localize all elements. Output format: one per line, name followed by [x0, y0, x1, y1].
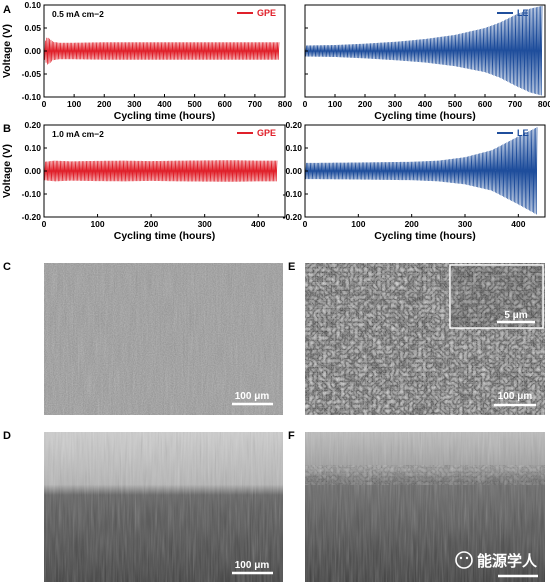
chart-b-right-xtick-label: 200 [405, 219, 419, 229]
chart-a-right-legend-label: LE [517, 8, 529, 18]
chart-a-left-ytick-label: 0.00 [24, 46, 41, 56]
chart-a-left-ytick-label: 0.10 [24, 0, 41, 10]
chart-a-right-xlabel: Cycling time (hours) [374, 110, 476, 122]
chart-b-left-ytick-label: 0.10 [24, 143, 41, 153]
micrograph-f-streaks [305, 432, 545, 582]
chart-a-right-xtick-label: 500 [448, 99, 462, 109]
chart-a-left-xtick-label: 100 [67, 99, 81, 109]
micrograph-c-scale-label: 100 μm [235, 391, 270, 402]
chart-b-le: 0 100 200 300 400 -0.20 -0.10 0.00 0.10 0.20 Cycli… [283, 120, 546, 242]
chart-b-left-ytick-label: 0.20 [24, 120, 41, 130]
chart-b-left-xtick-label: 300 [198, 219, 212, 229]
chart-b-right-xtick-label: 100 [351, 219, 365, 229]
chart-b-right-xtick-label: 300 [458, 219, 472, 229]
chart-a-left-xtick-label: 600 [218, 99, 232, 109]
chart-b-right-xlabel: Cycling time (hours) [374, 230, 476, 242]
micrograph-f-interface [305, 465, 545, 485]
chart-a-left-xtick-label: 800 [278, 99, 292, 109]
chart-b-left-xtick-label: 400 [251, 219, 265, 229]
chart-a-right-xtick-label: 400 [418, 99, 432, 109]
chart-b-left-ylabel: Voltage (V) [1, 144, 13, 198]
chart-a-left-xlabel: Cycling time (hours) [114, 110, 216, 122]
micrograph-e-inset-texture [451, 266, 542, 327]
chart-b-left-legend-label: GPE [257, 128, 276, 138]
wechat-icon [455, 551, 473, 569]
micrograph-c-streaks [44, 263, 283, 415]
chart-a-right-series-le [304, 5, 543, 96]
chart-b-left-ytick-label: -0.10 [22, 189, 42, 199]
chart-b-right-ytick-label: -0.20 [283, 212, 303, 222]
chart-b-right-xtick-label: 400 [511, 219, 525, 229]
micrograph-d-streaks [44, 432, 283, 582]
chart-a-gpe: 0 100 200 300 400 500 600 700 800 -0.10 -0.05 0.00 0… [1, 0, 292, 122]
watermark: 能源学人 [455, 551, 538, 570]
chart-a-right-xtick-label: 200 [358, 99, 372, 109]
chart-a-left-ytick-label: -0.05 [22, 69, 42, 79]
chart-a-le: 0 100 200 300 400 500 600 700 800 Cycling time (h… [303, 4, 550, 122]
micrograph-d: 100 μm [44, 432, 283, 582]
chart-a-left-series-gpe [43, 37, 280, 65]
chart-b-left-series-gpe [43, 160, 278, 182]
chart-b-left-xlabel: Cycling time (hours) [114, 230, 216, 242]
micrograph-c: 100 μm [44, 263, 283, 415]
chart-a-right-xtick-label: 700 [508, 99, 522, 109]
chart-a-left-xtick-label: 300 [127, 99, 141, 109]
chart-a-right-xtick-label: 300 [388, 99, 402, 109]
chart-b-right-ytick-label: -0.10 [283, 189, 303, 199]
chart-b-left-xtick-label: 200 [144, 219, 158, 229]
chart-b-left-xtick-label: 0 [42, 219, 47, 229]
micrograph-f: 能源学人 [305, 432, 545, 582]
panel-letter-b: B [3, 123, 11, 135]
chart-b-right-ytick-label: 0.10 [285, 143, 302, 153]
chart-b-right-series-le [304, 127, 538, 215]
chart-a-left-xtick-label: 0 [42, 99, 47, 109]
chart-b-left-ytick-label: 0.00 [24, 166, 41, 176]
chart-a-left-legend-label: GPE [257, 8, 276, 18]
chart-a-left-ytick-label: -0.10 [22, 92, 42, 102]
chart-b-right-legend-label: LE [517, 128, 529, 138]
chart-a-right-xtick-label: 100 [328, 99, 342, 109]
panel-letter-d: D [3, 430, 11, 442]
micrograph-e-inset-scale-label: 5 μm [504, 310, 527, 321]
panel-letter-a: A [3, 4, 11, 16]
chart-a-left-xtick-label: 700 [248, 99, 262, 109]
chart-a-left-ylabel: Voltage (V) [1, 24, 13, 78]
micrograph-d-scale-label: 100 μm [235, 560, 270, 571]
panel-letter-f: F [288, 430, 295, 442]
chart-b-left-xtick-label: 100 [90, 219, 104, 229]
panel-letter-e: E [288, 261, 295, 273]
chart-a-right-xtick-label: 800 [538, 99, 550, 109]
panel-letter-c: C [3, 261, 11, 273]
micrograph-e-scale-label: 100 μm [498, 391, 533, 402]
chart-b-gpe: 0 100 200 300 400 -0.20 -0.10 0.00 0.10 0.20 Cycli… [1, 120, 286, 242]
chart-a-left-xtick-label: 200 [97, 99, 111, 109]
chart-b-right-xtick-label: 0 [303, 219, 308, 229]
chart-a-left-xtick-label: 400 [157, 99, 171, 109]
chart-a-right-xtick-label: 600 [478, 99, 492, 109]
chart-b-left-annotation: 1.0 mA cm−2 [52, 129, 104, 139]
watermark-text: 能源学人 [477, 552, 538, 570]
chart-a-left-ytick-label: 0.05 [24, 23, 41, 33]
chart-a-right-xtick-label: 0 [303, 99, 308, 109]
chart-a-left-xtick-label: 500 [188, 99, 202, 109]
chart-b-right-ytick-label: 0.20 [285, 120, 302, 130]
chart-a-left-annotation: 0.5 mA cm−2 [52, 9, 104, 19]
wechat-icon-eye-left [459, 556, 463, 560]
micrograph-e: 5 μm 100 μm [305, 263, 545, 415]
wechat-icon-eye-right [465, 556, 469, 560]
chart-b-left-ytick-label: -0.20 [22, 212, 42, 222]
chart-b-right-ytick-label: 0.00 [285, 166, 302, 176]
